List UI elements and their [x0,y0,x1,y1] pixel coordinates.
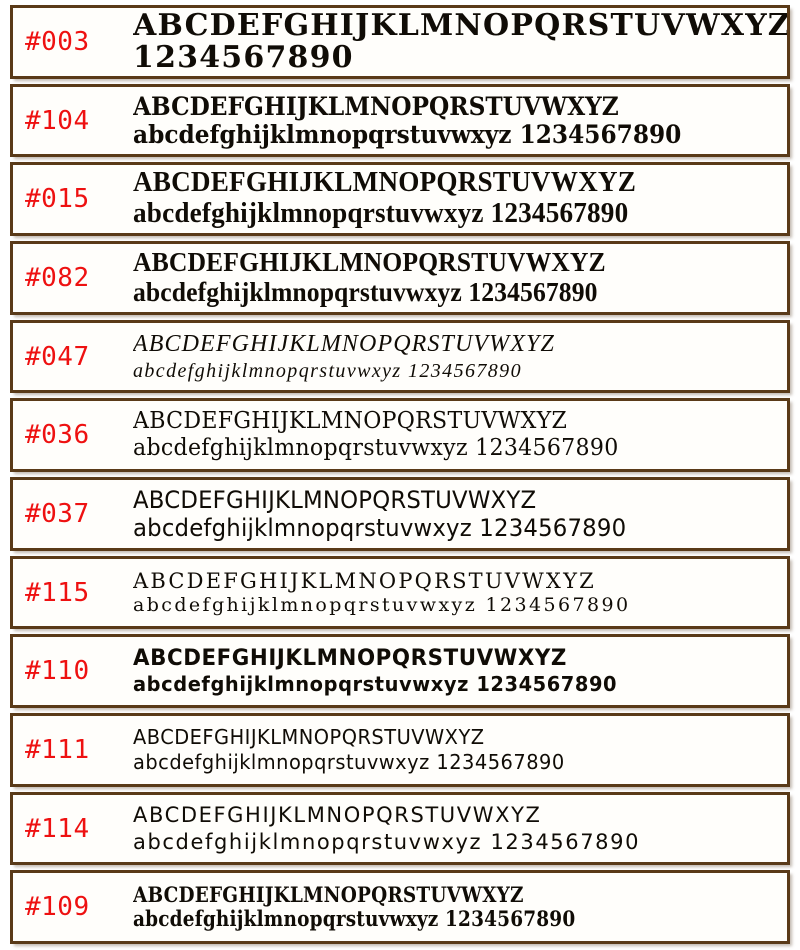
font-id-label: #047 [25,341,90,372]
specimen-row[interactable]: #110 ABCDEFGHIJKLMNOPQRSTUVWXYZ abcdefghij… [10,634,790,709]
specimen-row[interactable]: #047 ABCDEFGHIJKLMNOPQRSTUVWXYZ abcdefghij… [10,319,790,394]
sample-line-lowercase-digits: abcdefghijklmnopqrstuvwxyz 1234567890 [133,593,631,616]
font-sample: ABCDEFGHIJKLMNOPQRSTUVWXYZ abcdefghijklmn… [133,168,787,230]
sample-line-uppercase: ABCDEFGHIJKLMNOPQRSTUVWXYZ [133,724,485,749]
sample-line-lowercase-digits: 1234567890 [133,39,354,74]
font-id-label: #082 [25,262,90,293]
specimen-row[interactable]: #111 ABCDEFGHIJKLMNOPQRSTUVWXYZ abcdefghij… [10,713,790,787]
sample-line-lowercase-digits: abcdefghijklmnopqrstuvwxyz 1234567890 [133,513,627,542]
sample-line-uppercase: ABCDEFGHIJKLMNOPQRSTUVWXYZ [133,92,619,121]
sample-line-uppercase: ABCDEFGHIJKLMNOPQRSTUVWXYZ [133,485,537,514]
sample-line-lowercase-digits: abcdefghijklmnopqrstuvwxyz 1234567890 [133,119,682,149]
sample-line-uppercase: ABCDEFGHIJKLMNOPQRSTUVWXYZ [133,10,787,44]
sample-line-uppercase: ABCDEFGHIJKLMNOPQRSTUVWXYZ [133,803,542,828]
font-id-label: #015 [25,184,90,215]
font-sample: ABCDEFGHIJKLMNOPQRSTUVWXYZ abcdefghijklmn… [133,93,787,149]
font-sample: ABCDEFGHIJKLMNOPQRSTUVWXYZ abcdefghijklmn… [133,568,787,618]
sample-line-lowercase-digits: abcdefghijklmnopqrstuvwxyz 1234567890 [133,829,641,854]
font-id-label: #111 [25,734,90,765]
sample-line-uppercase: ABCDEFGHIJKLMNOPQRSTUVWXYZ [133,331,555,358]
font-id-label: #110 [25,656,90,687]
sample-line-lowercase-digits: abcdefghijklmnopqrstuvwxyz 1234567890 [133,435,619,462]
sample-line-uppercase: ABCDEFGHIJKLMNOPQRSTUVWXYZ [133,568,596,593]
specimen-row[interactable]: #015 ABCDEFGHIJKLMNOPQRSTUVWXYZ abcdefghij… [10,162,790,237]
font-sample: ABCDEFGHIJKLMNOPQRSTUVWXYZ 1234567890 [133,10,787,73]
specimen-row[interactable]: #036 ABCDEFGHIJKLMNOPQRSTUVWXYZ abcdefghij… [10,398,790,473]
font-id-label: #037 [25,498,90,529]
font-id-label: #036 [25,420,90,451]
sample-line-uppercase: ABCDEFGHIJKLMNOPQRSTUVWXYZ [133,408,568,435]
specimen-row[interactable]: #114 ABCDEFGHIJKLMNOPQRSTUVWXYZ abcdefghij… [10,791,790,866]
sample-line-lowercase-digits: abcdefghijklmnopqrstuvwxyz 1234567890 [133,198,629,230]
font-id-label: #115 [25,577,90,608]
font-sample: ABCDEFGHIJKLMNOPQRSTUVWXYZ abcdefghijklmn… [133,486,787,543]
font-sample: ABCDEFGHIJKLMNOPQRSTUVWXYZ abcdefghijklmn… [133,248,787,307]
sample-line-lowercase-digits: abcdefghijklmnopqrstuvwxyz 1234567890 [133,276,598,307]
font-sample: ABCDEFGHIJKLMNOPQRSTUVWXYZ abcdefghijklmn… [133,883,787,932]
sample-line-lowercase-digits: abcdefghijklmnopqrstuvwxyz 1234567890 [133,359,522,382]
specimen-row[interactable]: #082 ABCDEFGHIJKLMNOPQRSTUVWXYZ abcdefghij… [10,241,790,315]
sample-line-uppercase: ABCDEFGHIJKLMNOPQRSTUVWXYZ [133,168,637,199]
font-id-label: #104 [25,105,90,136]
specimen-row[interactable]: #109 ABCDEFGHIJKLMNOPQRSTUVWXYZ abcdefghij… [10,870,790,945]
font-id-label: #109 [25,892,90,923]
font-id-label: #003 [25,26,90,57]
specimen-row[interactable]: #003 ABCDEFGHIJKLMNOPQRSTUVWXYZ 1234567890 [10,5,790,79]
specimen-row[interactable]: #037 ABCDEFGHIJKLMNOPQRSTUVWXYZ abcdefghij… [10,477,790,551]
font-id-label: #114 [25,813,90,844]
sample-line-lowercase-digits: abcdefghijklmnopqrstuvwxyz 1234567890 [133,749,565,774]
specimen-row[interactable]: #115 ABCDEFGHIJKLMNOPQRSTUVWXYZ abcdefghij… [10,555,790,630]
sample-line-lowercase-digits: abcdefghijklmnopqrstuvwxyz 1234567890 [133,672,618,697]
sample-line-uppercase: ABCDEFGHIJKLMNOPQRSTUVWXYZ [133,645,567,671]
font-sample: ABCDEFGHIJKLMNOPQRSTUVWXYZ abcdefghijklmn… [133,725,787,775]
sample-line-uppercase: ABCDEFGHIJKLMNOPQRSTUVWXYZ [133,882,524,907]
font-sample: ABCDEFGHIJKLMNOPQRSTUVWXYZ abcdefghijklmn… [133,330,787,383]
font-sample: ABCDEFGHIJKLMNOPQRSTUVWXYZ abcdefghijklmn… [133,802,787,855]
sample-line-lowercase-digits: abcdefghijklmnopqrstuvwxyz 1234567890 [133,906,576,932]
font-sample: ABCDEFGHIJKLMNOPQRSTUVWXYZ abcdefghijklmn… [133,408,787,462]
font-sample: ABCDEFGHIJKLMNOPQRSTUVWXYZ abcdefghijklmn… [133,646,787,697]
specimen-row[interactable]: #104 ABCDEFGHIJKLMNOPQRSTUVWXYZ abcdefghij… [10,83,790,158]
sample-line-uppercase: ABCDEFGHIJKLMNOPQRSTUVWXYZ [133,248,606,278]
